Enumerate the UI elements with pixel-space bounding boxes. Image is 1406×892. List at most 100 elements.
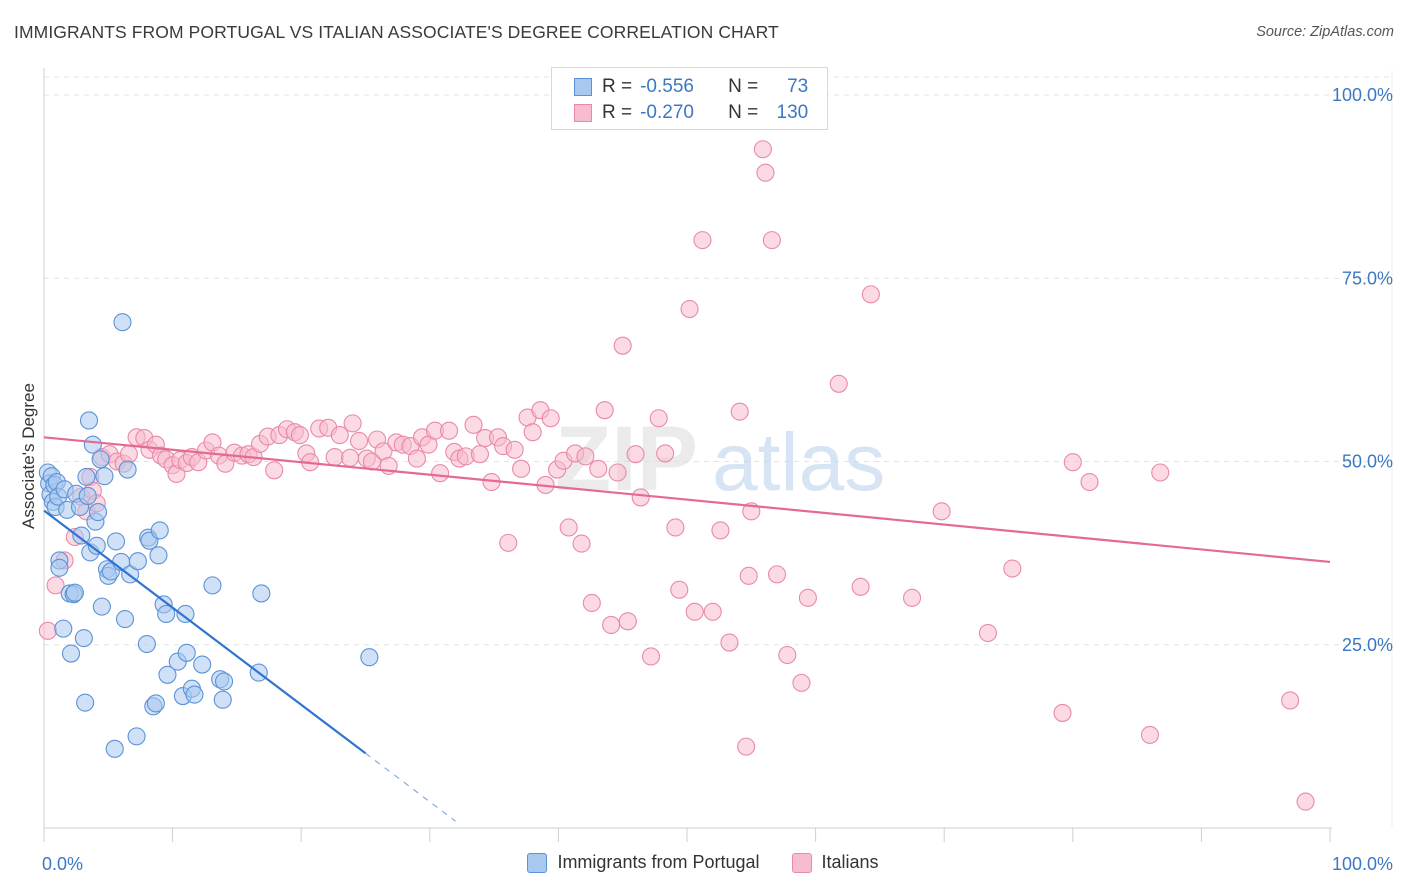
y-axis-label: Associate's Degree <box>19 383 38 529</box>
data-point <box>753 140 772 159</box>
x-tick-label: 100.0% <box>1332 854 1393 874</box>
data-point <box>595 401 614 420</box>
data-point <box>737 737 756 756</box>
data-point <box>1151 463 1170 482</box>
y-tick-label: 25.0% <box>1342 635 1393 655</box>
data-point <box>932 502 951 521</box>
y-tick-label: 75.0% <box>1342 268 1393 288</box>
stats-row-portugal: R = -0.556 N = 73 <box>574 75 808 99</box>
data-point <box>618 612 637 631</box>
stats-legend: R = -0.556 N = 73 R = -0.270 N = 130 <box>551 67 828 130</box>
data-point <box>641 647 661 666</box>
n-label: N = <box>728 76 759 97</box>
data-point <box>792 673 811 692</box>
data-point <box>341 448 360 467</box>
data-point <box>78 486 97 506</box>
data-point <box>360 648 379 667</box>
data-point <box>861 285 880 304</box>
data-point <box>46 576 65 595</box>
trend-lines <box>43 436 1331 822</box>
data-point <box>499 533 518 552</box>
data-point <box>213 690 232 709</box>
data-point <box>115 610 135 629</box>
data-point <box>77 467 96 486</box>
r-value: -0.270 <box>640 102 694 123</box>
data-point <box>265 461 284 480</box>
data-point <box>74 629 93 648</box>
data-point <box>1140 725 1160 744</box>
r-label: R = <box>602 102 633 123</box>
data-point <box>693 231 712 250</box>
data-point <box>739 566 758 585</box>
trend-line-portugal <box>43 509 367 755</box>
data-point <box>61 644 81 663</box>
legend-swatch-blue <box>527 852 548 873</box>
data-point <box>680 299 699 319</box>
data-point <box>666 518 685 537</box>
data-point <box>1281 691 1300 710</box>
data-point <box>158 665 177 684</box>
data-point <box>91 450 110 469</box>
data-point <box>470 445 490 464</box>
x-tick-label: 0.0% <box>42 854 83 874</box>
data-point <box>1053 703 1072 722</box>
data-point <box>92 597 111 616</box>
data-point <box>902 588 922 607</box>
pink-swatch <box>574 104 592 122</box>
legend-swatch-pink <box>791 852 812 873</box>
data-point <box>72 526 91 545</box>
data-point <box>767 565 787 584</box>
data-point <box>325 448 344 467</box>
data-point <box>608 463 627 482</box>
data-point <box>38 621 57 640</box>
data-point <box>50 558 69 577</box>
data-point <box>685 602 704 621</box>
data-point <box>720 633 739 652</box>
data-point <box>146 694 165 713</box>
data-point <box>711 521 730 540</box>
data-point <box>512 459 531 478</box>
data-point <box>626 445 645 464</box>
legend-item-portugal[interactable]: Immigrants from Portugal <box>527 852 760 873</box>
data-point <box>464 415 483 434</box>
data-point <box>157 604 176 624</box>
data-point <box>54 619 73 638</box>
data-point <box>631 488 650 507</box>
series-immigrants-from-portugal <box>38 313 379 758</box>
n-label: N = <box>728 102 759 123</box>
data-point <box>330 426 349 445</box>
legend-item-italians[interactable]: Italians <box>791 852 879 873</box>
data-point <box>778 645 797 665</box>
data-point <box>1296 792 1315 811</box>
data-point <box>730 402 749 421</box>
data-point <box>177 643 196 662</box>
data-point <box>670 580 689 599</box>
data-point <box>105 739 124 758</box>
data-point <box>128 552 147 571</box>
data-point <box>149 546 168 565</box>
data-point <box>350 431 369 451</box>
data-point <box>613 336 632 355</box>
data-point <box>87 536 106 555</box>
data-point <box>582 593 601 613</box>
gridlines <box>44 76 1392 646</box>
data-point <box>576 447 595 466</box>
data-point <box>762 231 781 250</box>
r-value: -0.556 <box>640 76 694 97</box>
data-point <box>851 577 870 596</box>
data-point <box>1003 559 1022 578</box>
data-point <box>150 521 169 540</box>
trend-line-portugal-extension <box>365 752 456 822</box>
data-point <box>185 685 204 704</box>
data-point <box>76 693 95 712</box>
watermark-atlas: atlas <box>712 417 885 508</box>
data-point <box>65 583 84 602</box>
legend-label: Italians <box>821 852 879 872</box>
axes <box>43 68 1393 842</box>
data-point <box>79 411 99 430</box>
data-point <box>88 503 108 522</box>
data-point <box>602 615 621 635</box>
data-point <box>193 655 212 674</box>
data-point <box>541 409 560 428</box>
data-point <box>106 532 126 551</box>
